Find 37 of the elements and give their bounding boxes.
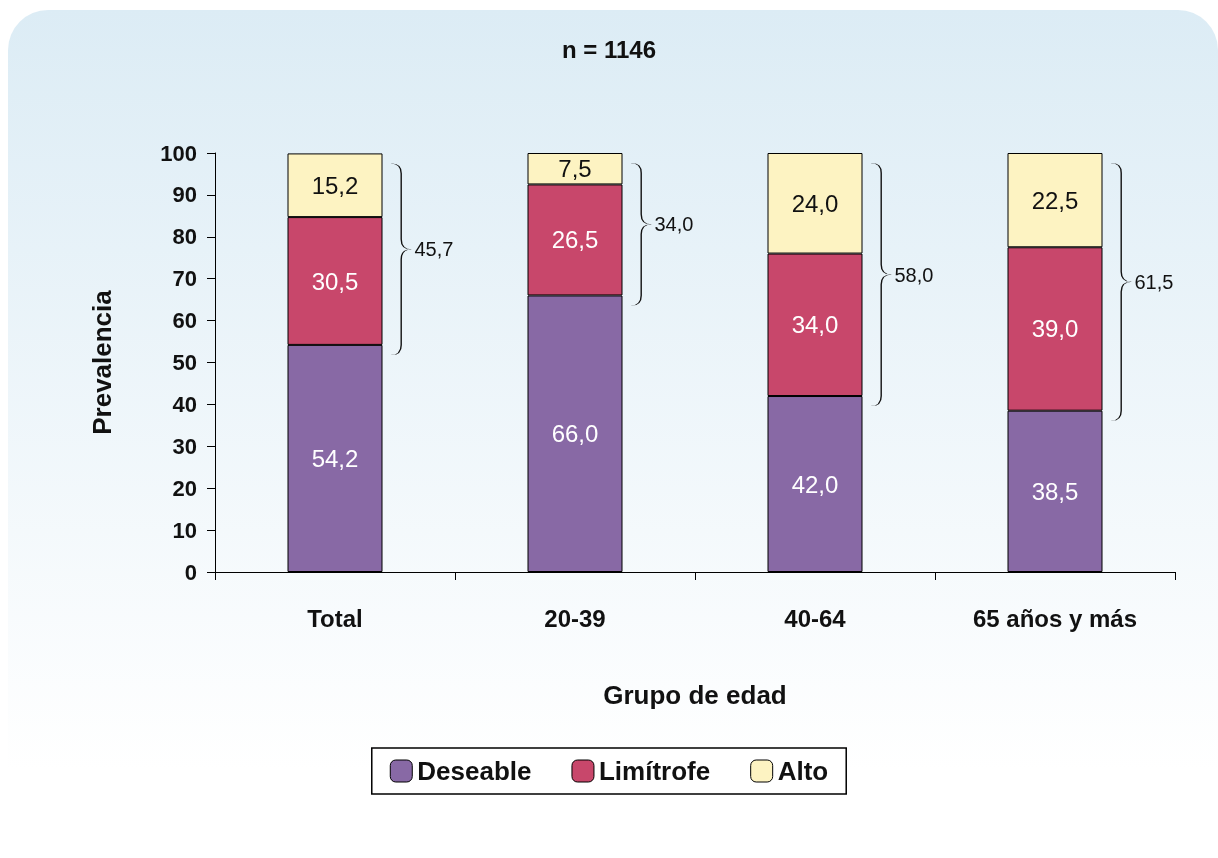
y-axis-title: Prevalencia — [87, 289, 117, 435]
data-label: 30,5 — [311, 267, 359, 295]
y-tick-label: 30 — [172, 433, 197, 459]
data-label: 15,2 — [311, 171, 359, 199]
annotation: 61,5 — [1134, 270, 1174, 293]
data-label: 42,0 — [791, 470, 839, 498]
x-tick-label: 65 años y más — [972, 604, 1138, 632]
data-label: 26,5 — [551, 226, 599, 254]
y-tick-label: 70 — [172, 266, 197, 292]
x-axis-title: Grupo de edad — [603, 680, 787, 710]
data-label: 34,0 — [791, 311, 839, 339]
y-tick-label: 100 — [160, 140, 197, 166]
annotation: 45,7 — [414, 238, 454, 261]
y-tick-label: 10 — [172, 517, 197, 543]
data-label: 66,0 — [551, 420, 599, 448]
y-tick-label: 50 — [172, 350, 197, 375]
y-tick-label: 80 — [172, 224, 197, 250]
data-label: 22,5 — [1031, 186, 1079, 214]
x-tick-label: 40-64 — [784, 604, 847, 632]
legend-label: Deseable — [417, 756, 532, 786]
legend-label: Alto — [777, 756, 829, 786]
y-tick-label: 60 — [172, 308, 197, 334]
y-tick-label: 40 — [172, 391, 197, 417]
annotation: 58,0 — [894, 263, 934, 286]
x-tick-label: 20-39 — [544, 604, 606, 632]
legend-label: Limítrofe — [598, 756, 711, 786]
data-label: 7,5 — [558, 155, 592, 183]
chart-title: n = 1146 — [561, 35, 657, 63]
x-tick-label: Total — [307, 604, 363, 632]
data-label: 38,5 — [1031, 477, 1079, 505]
data-label: 54,2 — [311, 444, 359, 472]
y-tick-label: 20 — [172, 475, 197, 501]
y-tick-label: 0 — [184, 559, 197, 585]
data-label: 24,0 — [791, 189, 839, 217]
annotation: 34,0 — [654, 213, 694, 236]
data-label: 39,0 — [1031, 315, 1079, 343]
y-tick-label: 90 — [172, 182, 197, 208]
